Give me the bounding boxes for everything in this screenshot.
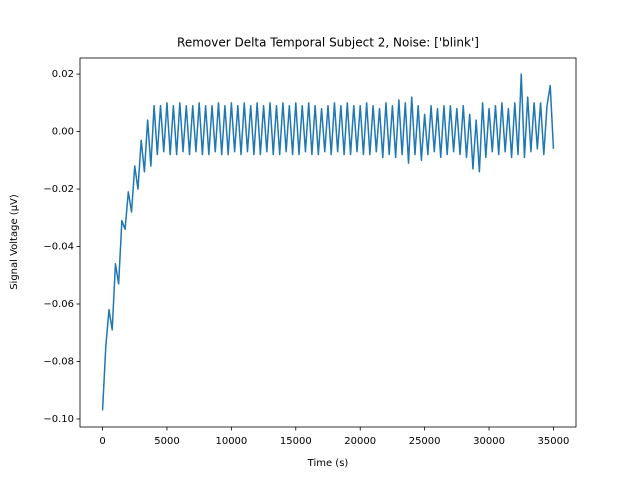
y-tick-label: −0.04	[43, 242, 74, 253]
x-tick-label: 5000	[154, 436, 179, 447]
y-tick-label: 0.02	[52, 69, 74, 80]
x-tick-label: 15000	[280, 436, 312, 447]
x-tick-label: 10000	[215, 436, 247, 447]
chart-title: Remover Delta Temporal Subject 2, Noise:…	[177, 36, 479, 50]
y-tick-label: −0.10	[43, 414, 74, 425]
y-axis-label: Signal Voltage (μV)	[9, 194, 20, 290]
y-tick-label: −0.06	[43, 299, 74, 310]
line-series	[101, 73, 555, 411]
x-tick-label: 25000	[409, 436, 441, 447]
y-tick-label: −0.02	[43, 184, 74, 195]
x-tick-label: 0	[99, 436, 105, 447]
x-tick-label: 35000	[538, 436, 570, 447]
x-axis-label: Time (s)	[307, 458, 349, 469]
y-tick-label: −0.08	[43, 356, 74, 367]
plot-frame	[79, 57, 577, 428]
x-tick-label: 30000	[473, 436, 505, 447]
y-tick-label: 0.00	[52, 127, 74, 138]
x-tick-label: 20000	[344, 436, 376, 447]
